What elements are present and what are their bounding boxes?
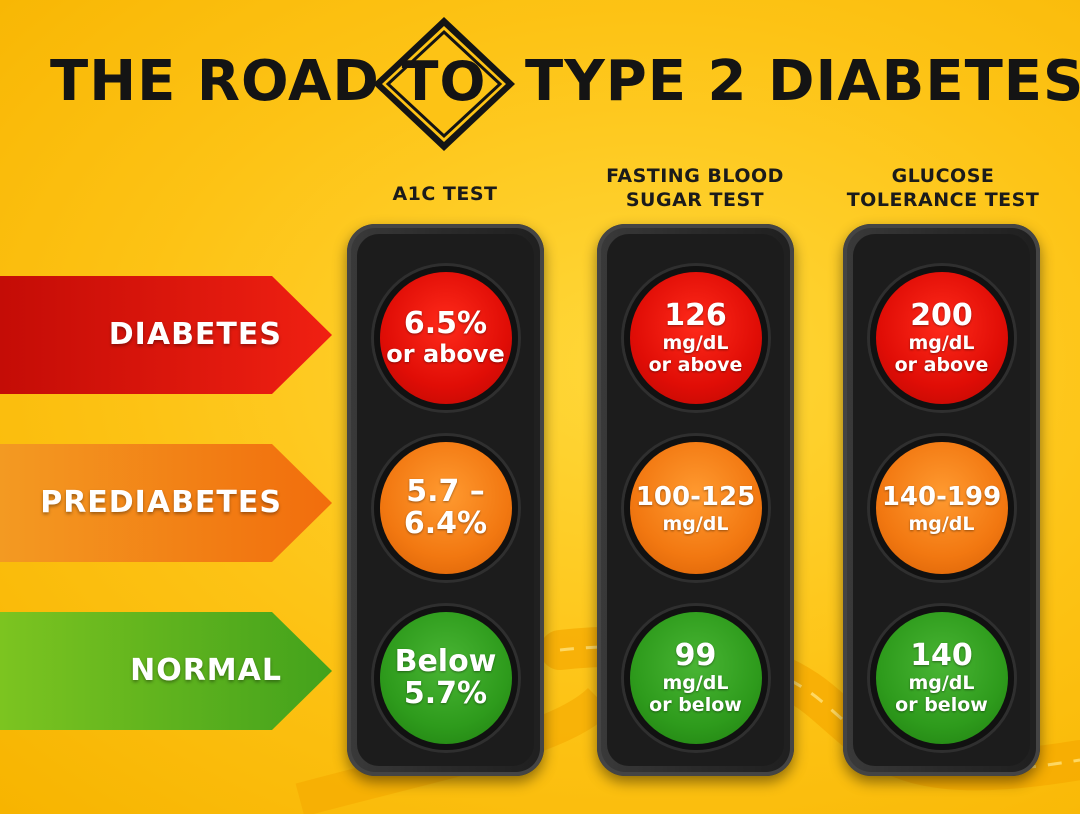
column-header-fasting: FASTING BLOOD SUGAR TEST <box>580 164 810 212</box>
category-arrow-prediabetes: PREDIABETES <box>0 444 334 562</box>
column-header-glucose: GLUCOSE TOLERANCE TEST <box>828 164 1058 212</box>
lamp-value: 100-125 <box>635 482 756 512</box>
lamp-a1c-prediabetes: 5.7 – 6.4% <box>373 436 518 580</box>
arrow-shape-orange <box>0 444 332 562</box>
lamp-unit: mg/dL <box>908 513 975 535</box>
lamp-unit: mg/dL <box>908 332 975 354</box>
lamp-qualifier: or above <box>894 354 989 376</box>
column-header-a1c: A1C TEST <box>330 182 560 206</box>
lamp-value-line2: 6.4% <box>403 506 488 541</box>
traffic-light-a1c: 6.5% or above 5.7 – 6.4% Below 5.7% <box>347 224 544 776</box>
lamp-qualifier: or above <box>386 340 505 368</box>
arrow-shape-green <box>0 612 332 730</box>
lamp-value-line2: 5.7% <box>403 676 488 711</box>
lamp-qualifier: or above <box>648 354 743 376</box>
lamp-glucose-normal: 140 mg/dL or below <box>869 606 1014 750</box>
lamp-qualifier: or below <box>895 694 988 716</box>
column-header-line1: FASTING BLOOD <box>606 165 784 187</box>
lamp-value: Below <box>394 644 497 679</box>
lamp-qualifier: or below <box>649 694 742 716</box>
category-arrow-normal: NORMAL <box>0 612 334 730</box>
category-label-diabetes: DIABETES <box>108 317 282 352</box>
lamp-value: 126 <box>664 298 727 333</box>
lamp-unit: mg/dL <box>908 672 975 694</box>
lamp-fasting-prediabetes: 100-125 mg/dL <box>623 436 768 580</box>
lamp-glucose-diabetes: 200 mg/dL or above <box>869 266 1014 410</box>
title-right: TYPE 2 DIABETES <box>525 49 1080 114</box>
lamp-value: 140-199 <box>881 482 1002 512</box>
arrow-shape-red <box>0 276 332 394</box>
lamp-value: 200 <box>910 298 973 333</box>
title-sign-word: TO <box>401 50 487 113</box>
lamp-a1c-diabetes: 6.5% or above <box>373 266 518 410</box>
road-sign-icon <box>373 17 515 151</box>
lamp-unit: mg/dL <box>662 332 729 354</box>
lamp-value: 140 <box>910 638 973 673</box>
column-header-line1: GLUCOSE <box>891 165 995 187</box>
column-header-line2: TOLERANCE TEST <box>846 189 1040 211</box>
column-header-line2: SUGAR TEST <box>625 189 765 211</box>
traffic-light-glucose: 200 mg/dL or above 140-199 mg/dL 140 mg/… <box>843 224 1040 776</box>
column-header-line1: A1C TEST <box>392 183 498 205</box>
lamp-value: 5.7 – <box>406 474 485 509</box>
lamp-fasting-diabetes: 126 mg/dL or above <box>623 266 768 410</box>
lamp-fasting-normal: 99 mg/dL or below <box>623 606 768 750</box>
lamp-glucose-prediabetes: 140-199 mg/dL <box>869 436 1014 580</box>
category-arrow-diabetes: DIABETES <box>0 276 334 394</box>
title-left: THE ROAD <box>50 49 380 114</box>
lamp-value: 6.5% <box>403 306 488 341</box>
category-label-prediabetes: PREDIABETES <box>40 485 282 520</box>
traffic-light-fasting: 126 mg/dL or above 100-125 mg/dL 99 mg/d… <box>597 224 794 776</box>
lamp-a1c-normal: Below 5.7% <box>373 606 518 750</box>
lamp-value: 99 <box>674 638 717 673</box>
lamp-unit: mg/dL <box>662 672 729 694</box>
category-label-normal: NORMAL <box>130 653 282 688</box>
lamp-unit: mg/dL <box>662 513 729 535</box>
